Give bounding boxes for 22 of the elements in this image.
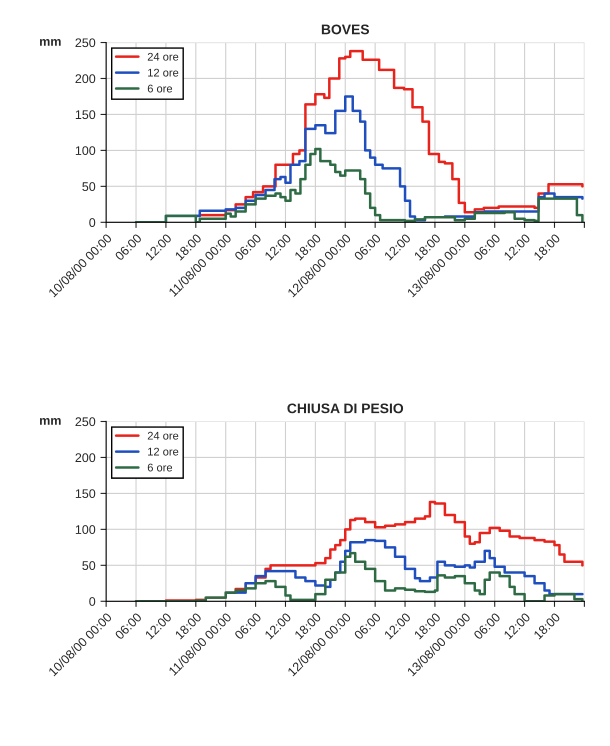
legend-label: 12 ore bbox=[148, 68, 178, 77]
y-tick-label: 100 bbox=[76, 525, 96, 534]
legend-label: 6 ore bbox=[148, 84, 172, 93]
y-tick-label: 50 bbox=[82, 182, 96, 192]
y-tick-label: 50 bbox=[82, 561, 96, 570]
y-tick-label: 250 bbox=[76, 38, 96, 48]
y-tick-label: 250 bbox=[76, 417, 96, 426]
chart-title: BOVES bbox=[322, 24, 370, 34]
y-tick-label: 0 bbox=[89, 218, 96, 227]
y-axis-title: mm bbox=[40, 418, 61, 425]
chart-title: CHIUSA DI PESIO bbox=[287, 403, 404, 414]
y-tick-label: 200 bbox=[76, 74, 96, 84]
y-tick-label: 200 bbox=[76, 453, 96, 462]
legend-label: 6 ore bbox=[148, 464, 172, 472]
y-tick-label: 0 bbox=[89, 597, 96, 606]
legend-label: 24 ore bbox=[148, 432, 178, 440]
legend-label: 24 ore bbox=[148, 52, 178, 61]
y-tick-label: 150 bbox=[76, 110, 96, 120]
y-axis-title: mm bbox=[40, 39, 61, 46]
legend-label: 12 ore bbox=[148, 448, 178, 456]
y-tick-label: 100 bbox=[76, 146, 96, 156]
y-tick-label: 150 bbox=[76, 489, 96, 498]
